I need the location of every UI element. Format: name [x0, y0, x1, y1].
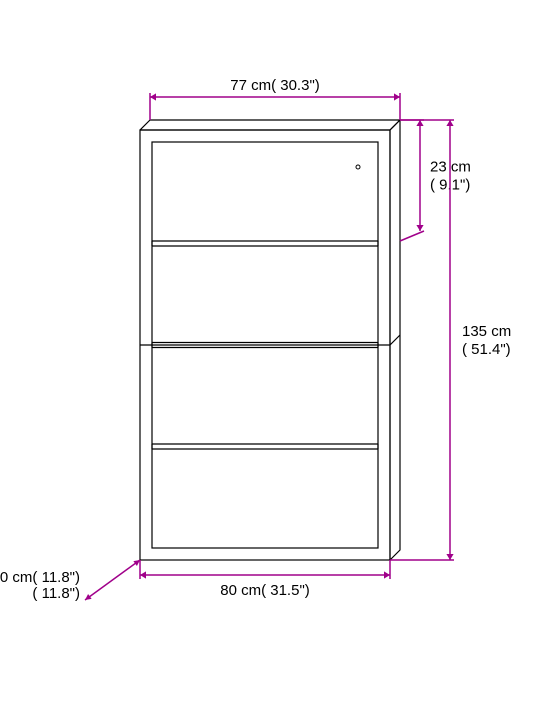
dimension-lines: 77 cm( 30.3") 80 cm( 31.5") 30 cm( 11.8")(…: [0, 77, 511, 602]
dim-top-width: 77 cm( 30.3"): [230, 77, 320, 94]
dim-height-in: ( 51.4"): [462, 341, 511, 358]
dim-depth: 30 cm( 11.8")( 11.8"): [0, 569, 80, 602]
dim-height-cm: 135 cm: [462, 323, 511, 340]
dim-bottom-width: 80 cm( 31.5"): [220, 582, 310, 599]
cabinet-diagram: [140, 120, 400, 560]
